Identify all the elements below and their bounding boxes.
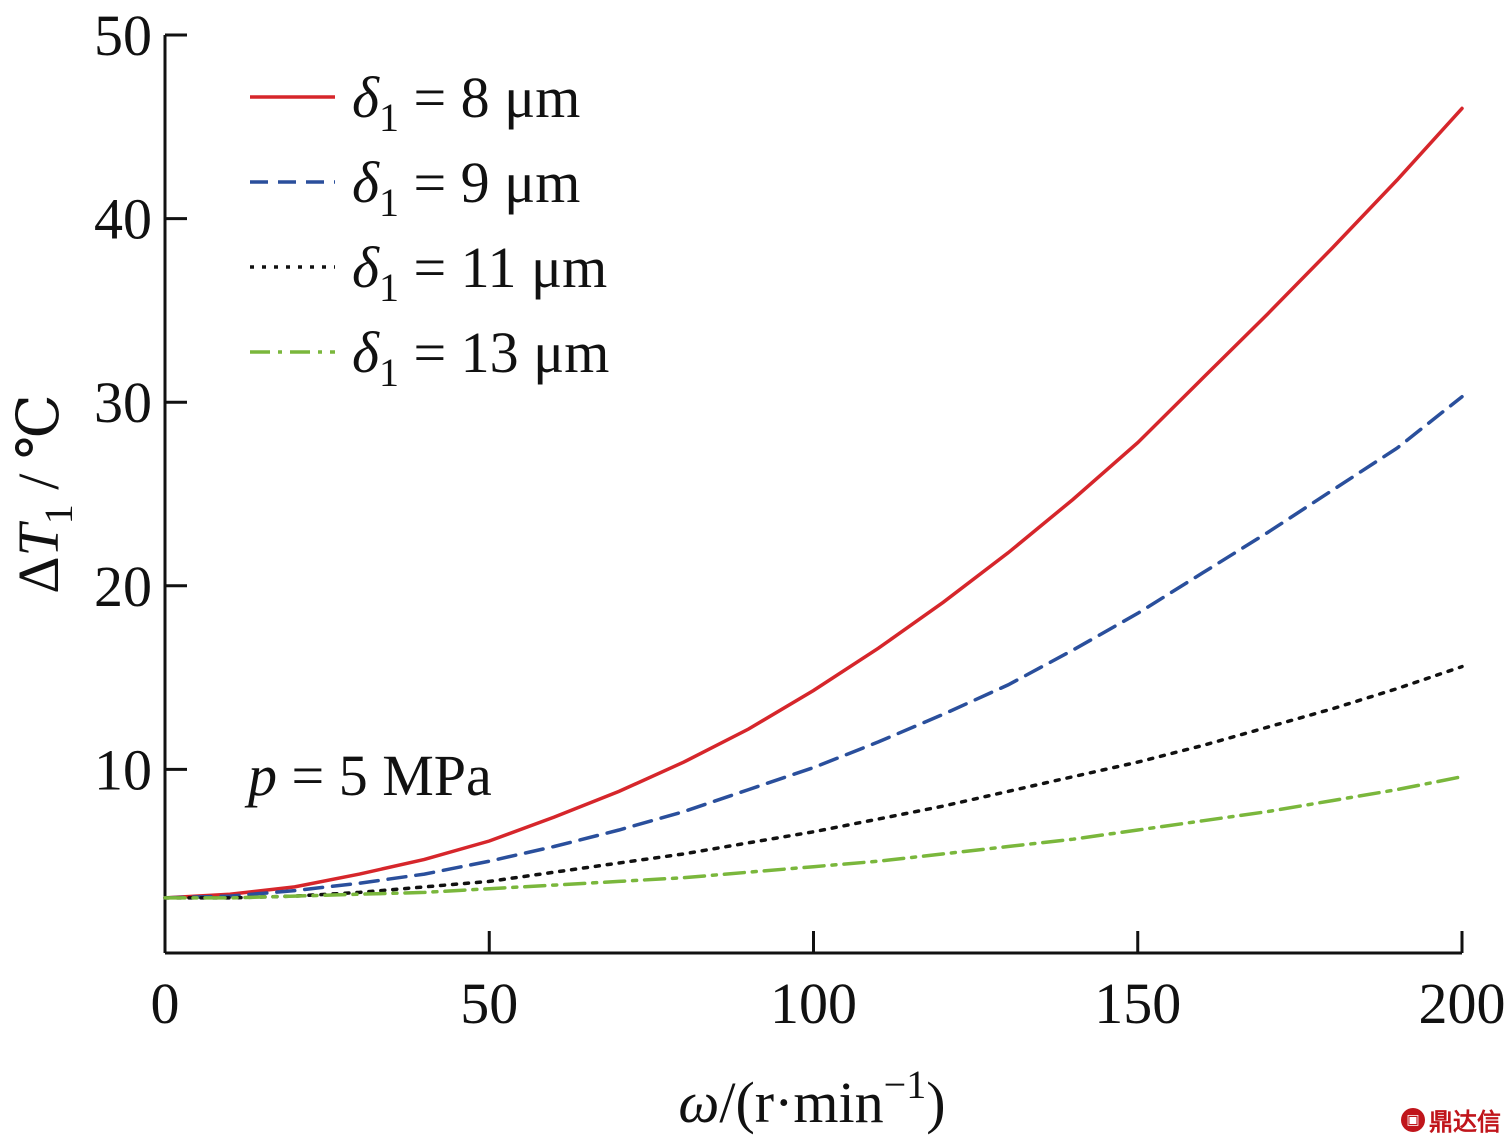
x-tick-label: 150	[1094, 971, 1181, 1036]
axes: 0 50 100 150 200 10 20 30 40 50	[94, 3, 1506, 1036]
y-tick-label: 20	[94, 554, 152, 619]
x-tick-label: 0	[151, 971, 180, 1036]
legend-label-1: δ1 = 8 μm	[352, 65, 580, 140]
series-line-1	[163, 106, 1464, 900]
series-line-2	[163, 394, 1464, 900]
axis-labels: p = 5 MPa ω/(r·min−1) ΔT1 / ℃	[6, 394, 946, 1135]
watermark-text: 鼎达信	[1429, 1108, 1501, 1136]
x-tick-label: 100	[770, 971, 857, 1036]
legend-label-2: δ1 = 9 μm	[352, 150, 580, 225]
y-tick-label: 50	[94, 3, 152, 68]
tv-icon: ▣	[1401, 1107, 1425, 1132]
legend-label-4: δ1 = 13 μm	[352, 320, 609, 395]
legend: δ1 = 8 μm δ1 = 9 μm δ1 = 11 μm δ1 = 13 μm	[250, 65, 609, 395]
series-group	[163, 106, 1464, 900]
pressure-annotation: p = 5 MPa	[244, 743, 492, 808]
legend-label-3: δ1 = 11 μm	[352, 235, 607, 310]
series-line-3	[163, 664, 1464, 900]
y-tick-label: 10	[94, 737, 152, 802]
series-line-4	[163, 774, 1464, 900]
y-tick-label: 30	[94, 370, 152, 435]
watermark: ▣ 鼎达信	[1401, 1102, 1501, 1137]
x-tick-label: 200	[1419, 971, 1506, 1036]
y-axis-title: ΔT1 / ℃	[6, 394, 81, 594]
x-axis-title: ω/(r·min−1)	[678, 1062, 945, 1135]
x-tick-label: 50	[460, 971, 518, 1036]
y-tick-label: 40	[94, 187, 152, 252]
